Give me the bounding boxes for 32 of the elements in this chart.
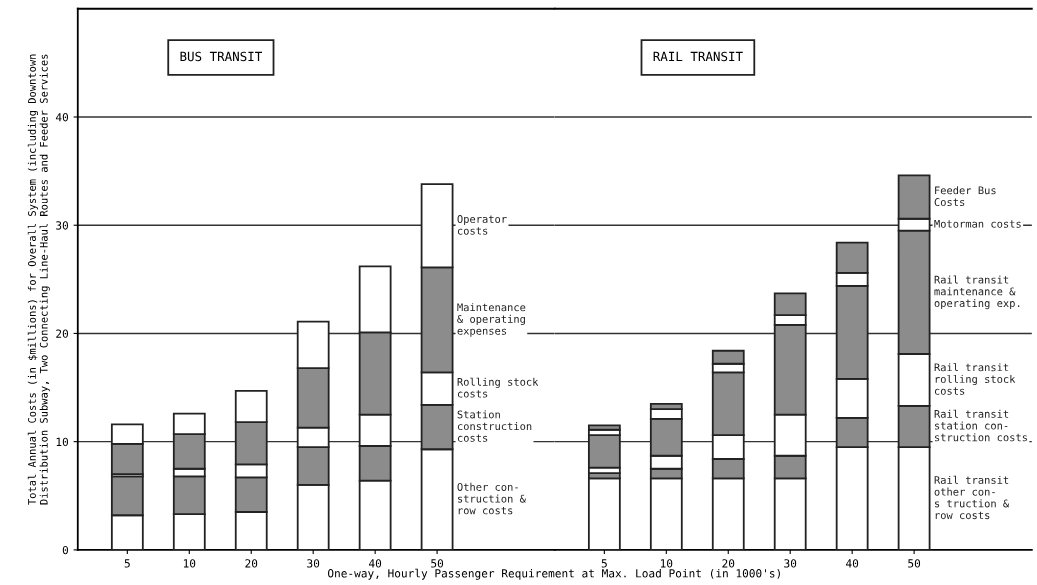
series-label: Other con- struction & row costs: [457, 482, 526, 515]
text: RAIL TRANSIT: [653, 51, 743, 62]
x-tick-label: 30: [307, 559, 320, 568]
x-tick-label: 50: [431, 559, 444, 568]
series-label: Station construction costs: [457, 410, 532, 442]
series-label: Operator costs: [457, 215, 507, 235]
series-label: Rail transit maintenance & operating exp.: [934, 275, 1020, 310]
series-label: Rail transit other con- s truction & row costs: [934, 475, 1010, 520]
x-tick-label: 10: [660, 559, 673, 568]
x-tick-label: 30: [784, 559, 797, 568]
series-label: Maintenance & operating expenses: [457, 303, 526, 337]
y-tick-label: 30: [56, 221, 69, 230]
x-tick-label: 40: [846, 559, 859, 568]
series-label: Rail transit station con- struction costs: [934, 409, 1027, 442]
series-label: Rail transit rolling stock costs: [934, 363, 1016, 395]
y-axis-title: Total Annual Costs (in $millions) for Overall System (including Downtown Distribution Subway, Two Connecting Line-Haul Routes and Feeder Services: [27, 54, 50, 505]
text: BUS TRANSIT: [180, 51, 262, 62]
x-tick-label: 40: [369, 559, 382, 568]
series-label: Feeder Bus Costs: [934, 186, 996, 206]
x-tick-label: 5: [601, 559, 607, 568]
x-tick-label: 5: [124, 559, 130, 568]
series-label: Rolling stock costs: [457, 377, 539, 398]
y-tick-label: 40: [55, 113, 69, 122]
x-tick-label: 20: [245, 559, 258, 568]
y-tick-label: 0: [62, 545, 69, 555]
x-tick-label: 20: [722, 559, 735, 568]
series-label: Motorman costs: [934, 219, 1021, 228]
x-tick-label: 10: [183, 559, 196, 568]
x-axis-title: One-way, Hourly Passenger Requirement at Max. Load Point (in 1000's): [328, 568, 780, 580]
y-tick-label: 20: [56, 329, 69, 338]
y-tick-label: 10: [56, 437, 69, 447]
x-tick-label: 50: [908, 559, 921, 568]
